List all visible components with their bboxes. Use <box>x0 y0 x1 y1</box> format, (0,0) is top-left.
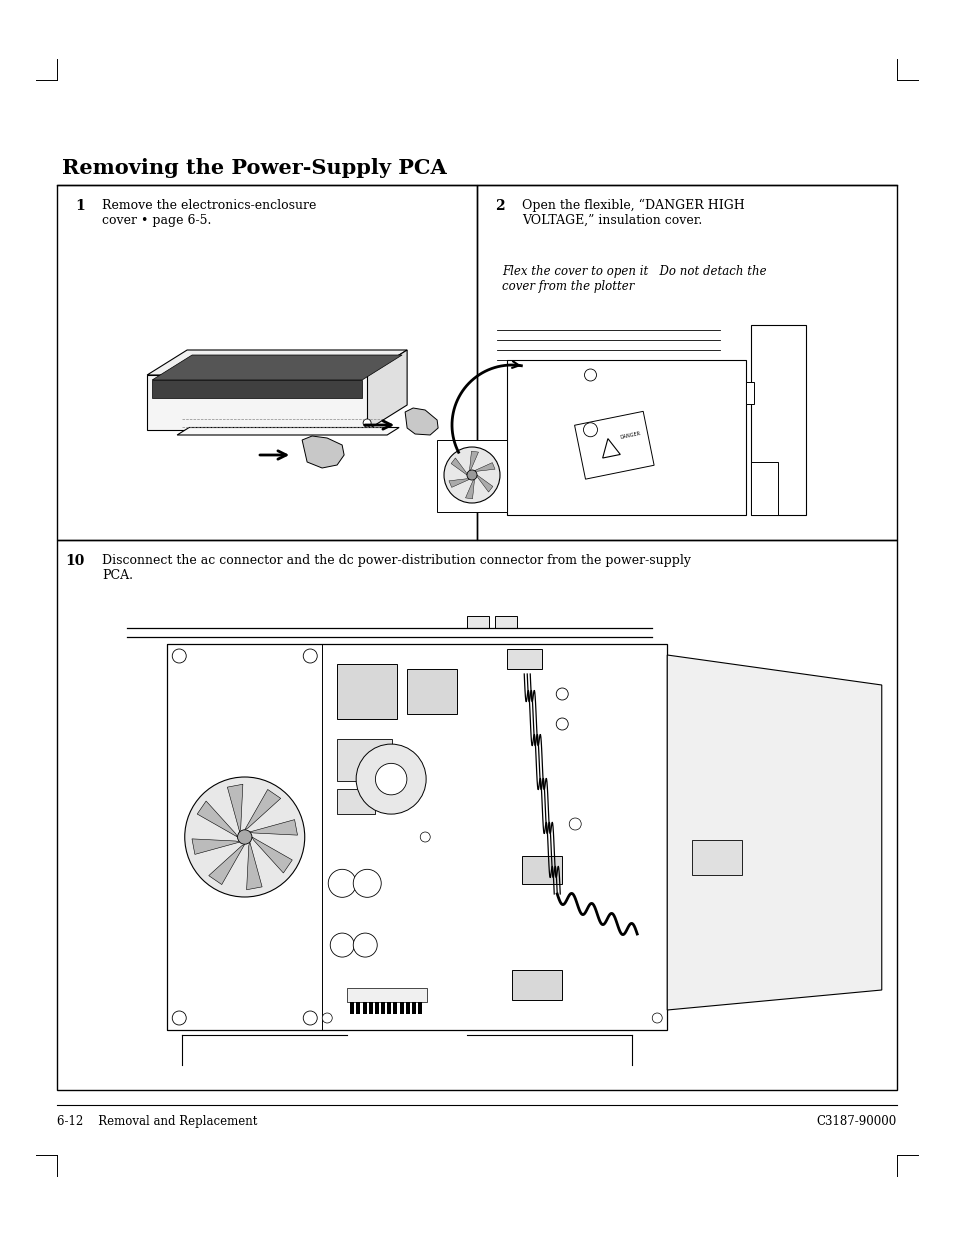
Bar <box>750 325 804 515</box>
Polygon shape <box>574 411 654 479</box>
Bar <box>337 739 392 781</box>
Bar <box>405 1002 409 1014</box>
Circle shape <box>569 818 580 830</box>
Text: Open the flexible, “DANGER HIGH
VOLTAGE,” insulation cover.: Open the flexible, “DANGER HIGH VOLTAGE,… <box>521 199 744 227</box>
Text: Remove the electronics-enclosure
cover • page 6-5.: Remove the electronics-enclosure cover •… <box>102 199 316 227</box>
Bar <box>417 1002 421 1014</box>
Polygon shape <box>476 475 493 492</box>
Polygon shape <box>209 845 245 884</box>
Bar <box>375 1002 378 1014</box>
Text: Flex the cover to open it   Do not detach the
cover from the plotter: Flex the cover to open it Do not detach … <box>501 266 766 293</box>
Text: Removing the Power-Supply PCA: Removing the Power-Supply PCA <box>62 158 447 178</box>
Polygon shape <box>250 820 297 835</box>
Bar <box>369 1002 373 1014</box>
Bar <box>436 440 506 513</box>
Circle shape <box>172 1011 186 1025</box>
Bar <box>362 1002 366 1014</box>
Polygon shape <box>367 350 407 430</box>
Bar <box>387 1002 391 1014</box>
Bar <box>152 380 362 398</box>
Bar <box>507 650 541 669</box>
Polygon shape <box>147 375 367 430</box>
Bar <box>167 643 666 1030</box>
Circle shape <box>185 777 304 897</box>
Bar <box>167 643 322 1030</box>
Circle shape <box>353 869 381 898</box>
Polygon shape <box>602 438 619 458</box>
Polygon shape <box>405 408 437 435</box>
Bar <box>692 840 741 874</box>
Circle shape <box>355 745 426 814</box>
Circle shape <box>353 934 376 957</box>
Circle shape <box>583 422 597 437</box>
Circle shape <box>363 419 371 427</box>
Bar <box>476 185 896 540</box>
Circle shape <box>556 718 568 730</box>
Bar <box>337 664 396 719</box>
Text: 2: 2 <box>495 199 504 212</box>
Circle shape <box>652 1013 661 1023</box>
Polygon shape <box>152 354 402 380</box>
Polygon shape <box>449 479 469 488</box>
Polygon shape <box>227 784 243 832</box>
Text: 1: 1 <box>75 199 85 212</box>
Bar <box>393 1002 397 1014</box>
Circle shape <box>172 650 186 663</box>
Circle shape <box>322 1013 332 1023</box>
Bar <box>745 382 753 404</box>
Bar <box>407 669 456 714</box>
Polygon shape <box>177 427 398 435</box>
Polygon shape <box>192 839 239 855</box>
Bar <box>57 185 476 540</box>
Polygon shape <box>469 451 478 471</box>
Polygon shape <box>465 479 474 499</box>
Polygon shape <box>666 655 881 1010</box>
Circle shape <box>420 832 430 842</box>
Circle shape <box>466 471 476 480</box>
Text: C3187-90000: C3187-90000 <box>816 1115 896 1128</box>
Circle shape <box>303 650 317 663</box>
Polygon shape <box>246 842 262 889</box>
Text: DANGER: DANGER <box>618 431 640 440</box>
Text: 6-12    Removal and Replacement: 6-12 Removal and Replacement <box>57 1115 257 1128</box>
Circle shape <box>328 869 355 898</box>
Bar <box>512 969 561 1000</box>
Circle shape <box>556 688 568 700</box>
Bar <box>506 359 745 515</box>
Bar <box>380 1002 385 1014</box>
Bar <box>412 1002 416 1014</box>
Circle shape <box>443 447 499 503</box>
Circle shape <box>330 934 354 957</box>
Text: 10: 10 <box>65 555 85 568</box>
Bar <box>356 1002 360 1014</box>
Circle shape <box>303 1011 317 1025</box>
Bar <box>350 1002 354 1014</box>
Bar <box>495 616 517 629</box>
Polygon shape <box>302 436 344 468</box>
Polygon shape <box>750 462 778 515</box>
Text: Disconnect the ac connector and the dc power-distribution connector from the pow: Disconnect the ac connector and the dc p… <box>102 555 691 582</box>
Bar <box>337 789 375 814</box>
Bar <box>399 1002 403 1014</box>
Circle shape <box>584 369 596 382</box>
Bar <box>347 988 427 1002</box>
Polygon shape <box>474 463 495 472</box>
Bar <box>57 540 896 1091</box>
Polygon shape <box>147 350 407 375</box>
Polygon shape <box>197 802 237 837</box>
Bar <box>521 856 561 884</box>
Polygon shape <box>245 789 280 830</box>
Bar <box>467 616 489 629</box>
Circle shape <box>237 830 252 845</box>
Polygon shape <box>451 458 466 475</box>
Circle shape <box>375 763 407 795</box>
Polygon shape <box>252 837 292 873</box>
